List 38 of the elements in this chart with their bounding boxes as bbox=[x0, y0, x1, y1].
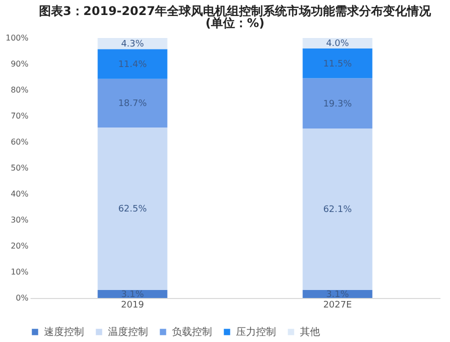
y-tick-label: 70% bbox=[10, 112, 29, 120]
data-label: 3.1% bbox=[326, 290, 350, 300]
legend-label: 负载控制 bbox=[172, 326, 212, 338]
data-label: 18.7% bbox=[118, 99, 148, 110]
bar bbox=[302, 38, 372, 48]
bar bbox=[302, 128, 372, 290]
x-tick-label: 2027E bbox=[323, 300, 352, 310]
chart-title: 图表3：2019-2027年全球风电机组控制系统市场功能需求分布变化情况 bbox=[38, 4, 432, 18]
legend-label: 压力控制 bbox=[236, 326, 276, 338]
y-tick-label: 40% bbox=[10, 190, 29, 198]
data-label: 62.1% bbox=[323, 205, 352, 216]
y-tick-label: 60% bbox=[10, 138, 29, 146]
y-tick-label: 80% bbox=[10, 86, 29, 94]
y-tick-label: 10% bbox=[10, 268, 29, 276]
y-tick-label: 0% bbox=[16, 294, 29, 302]
data-label: 19.3% bbox=[323, 99, 352, 110]
y-tick-label: 50% bbox=[10, 164, 29, 172]
y-tick-label: 20% bbox=[10, 242, 29, 250]
x-tick-label: 2019 bbox=[121, 300, 144, 310]
bar bbox=[98, 38, 168, 50]
bar bbox=[98, 49, 168, 79]
data-label: 11.5% bbox=[323, 59, 352, 70]
data-label: 62.5% bbox=[118, 204, 148, 215]
data-label: 4.3% bbox=[121, 40, 144, 50]
data-label: 3.1% bbox=[121, 290, 144, 300]
y-tick-label: 30% bbox=[10, 216, 29, 224]
legend-label: 速度控制 bbox=[44, 326, 84, 338]
y-tick-label: 100% bbox=[6, 34, 29, 42]
data-label: 4.0% bbox=[326, 39, 350, 50]
y-tick-label: 90% bbox=[10, 60, 29, 68]
bar bbox=[98, 127, 168, 290]
legend-label: 温度控制 bbox=[108, 326, 148, 338]
bar bbox=[302, 48, 372, 78]
legend-label: 其他 bbox=[300, 326, 320, 338]
bar bbox=[302, 78, 372, 128]
chart-subtitle: (单位：%) bbox=[206, 16, 264, 30]
bar bbox=[98, 78, 168, 128]
data-label: 11.4% bbox=[118, 60, 148, 70]
